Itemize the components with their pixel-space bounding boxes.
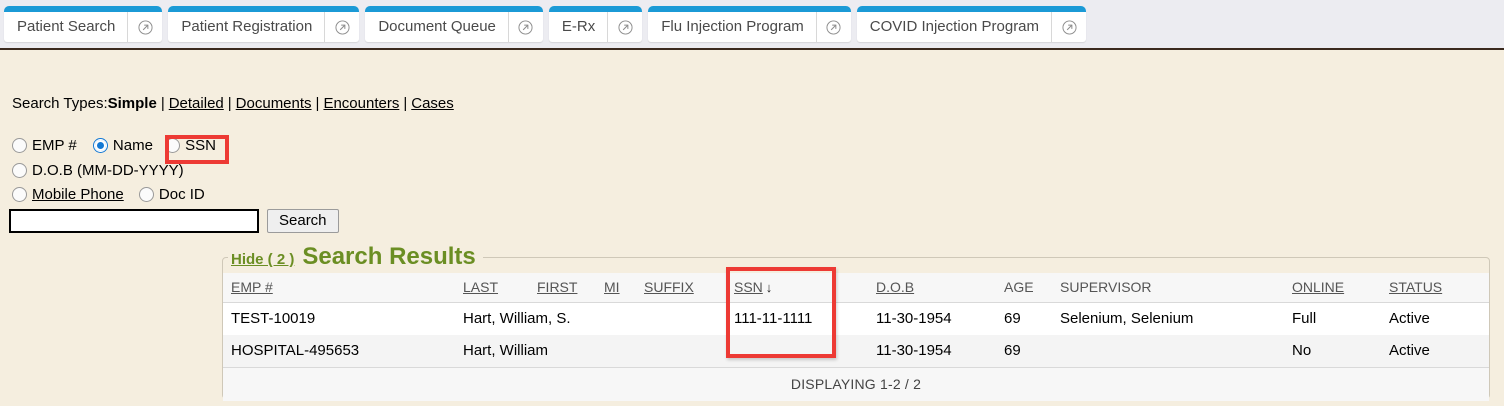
- tab-label: Patient Registration: [181, 18, 313, 35]
- cell-age: 69: [1004, 310, 1021, 327]
- tab-patient-search[interactable]: Patient Search: [4, 6, 163, 42]
- radio-option-mobile-phone[interactable]: Mobile Phone: [12, 186, 124, 203]
- separator: |: [160, 95, 165, 112]
- tab-e-rx[interactable]: E-Rx: [548, 6, 643, 42]
- radio-emp-label: EMP #: [32, 136, 77, 154]
- sort-descending-icon[interactable]: ↓: [765, 280, 773, 295]
- radio-name-label: Name: [112, 136, 153, 154]
- results-count-label: DISPLAYING 1-2 / 2: [223, 367, 1489, 401]
- radio-option-doc-id[interactable]: Doc ID: [138, 185, 205, 203]
- radio-mobile-phone-input[interactable]: [12, 186, 27, 202]
- cell-online: No: [1292, 342, 1312, 359]
- cell-name: Hart, William: [463, 342, 548, 359]
- radio-mobile-phone-label[interactable]: Mobile Phone: [32, 185, 124, 203]
- separator: |: [315, 95, 320, 112]
- table-footer-row: DISPLAYING 1-2 / 2: [223, 367, 1489, 401]
- cell-status: Active: [1389, 342, 1430, 359]
- search-input[interactable]: [9, 209, 259, 233]
- search-results-legend: Hide ( 2 ) Search Results: [228, 243, 483, 271]
- external-link-icon[interactable]: [507, 12, 543, 42]
- table-header-row: EMP # LAST FIRST MI SUFFIX SSN ↓ D.O.B AG…: [223, 273, 1489, 303]
- external-link-icon[interactable]: [607, 12, 642, 42]
- cell-dob: 11-30-1954: [876, 342, 952, 359]
- search-criteria-row-1: EMP # Name SSN: [12, 136, 219, 154]
- cell-suffix: [636, 303, 726, 336]
- cell-supervisor: Selenium, Selenium: [1060, 310, 1194, 327]
- column-header-supervisor: SUPERVISOR: [1052, 273, 1284, 303]
- table-row[interactable]: TEST-10019 Hart, William, S. 111-11-1111…: [223, 302, 1489, 336]
- radio-ssn-input[interactable]: [165, 137, 181, 153]
- cell-dob: 11-30-1954: [876, 310, 952, 327]
- radio-dob-input[interactable]: [12, 162, 27, 178]
- search-type-cases[interactable]: Cases: [411, 95, 454, 112]
- cell-status: Active: [1389, 310, 1430, 327]
- search-criteria-row-3: Mobile Phone Doc ID: [12, 185, 208, 203]
- search-type-detailed[interactable]: Detailed: [168, 95, 224, 112]
- radio-option-emp[interactable]: EMP #: [12, 137, 77, 154]
- column-header-mi[interactable]: MI: [596, 273, 636, 303]
- search-type-documents[interactable]: Documents: [235, 95, 312, 112]
- column-header-ssn[interactable]: SSN ↓: [726, 273, 868, 303]
- search-results-title: Search Results: [302, 243, 476, 270]
- tab-document-queue[interactable]: Document Queue: [365, 6, 543, 42]
- cell-ssn: [726, 335, 868, 368]
- search-types-bar: Search Types:Simple | Detailed | Documents | E…: [12, 95, 454, 112]
- column-header-first[interactable]: FIRST: [529, 273, 596, 303]
- search-type-encounters[interactable]: Encounters: [323, 95, 400, 112]
- column-header-age: AGE: [996, 273, 1052, 303]
- tab-covid-injection-program[interactable]: COVID Injection Program: [856, 6, 1087, 42]
- external-link-icon[interactable]: [127, 12, 162, 42]
- search-criteria-row-2: D.O.B (MM-DD-YYYY): [12, 161, 187, 179]
- external-link-icon[interactable]: [815, 12, 851, 42]
- external-link-icon[interactable]: [1051, 12, 1086, 42]
- radio-dob-label: D.O.B (MM-DD-YYYY): [32, 161, 184, 179]
- cell-name: Hart, William, S.: [463, 310, 571, 327]
- radio-option-ssn[interactable]: SSN: [165, 137, 216, 154]
- tab-label: Flu Injection Program: [661, 18, 804, 35]
- browser-tab-bar: Patient Search Patient Registration: [0, 0, 1504, 50]
- radio-emp-input[interactable]: [12, 137, 27, 153]
- separator: |: [403, 95, 408, 112]
- column-header-last[interactable]: LAST: [455, 273, 529, 303]
- tab-label: E-Rx: [561, 18, 596, 35]
- cell-emp: TEST-10019: [231, 310, 316, 327]
- search-types-label: Search Types:: [12, 95, 108, 112]
- column-header-suffix[interactable]: SUFFIX: [636, 273, 726, 303]
- search-results-table: EMP # LAST FIRST MI SUFFIX SSN ↓ D.O.B AG…: [223, 273, 1489, 401]
- search-type-simple[interactable]: Simple: [107, 95, 157, 112]
- cell-ssn: 111-11-1111: [734, 310, 813, 327]
- tab-flu-injection-program[interactable]: Flu Injection Program: [648, 6, 851, 42]
- radio-option-name[interactable]: Name: [92, 136, 153, 154]
- cell-age: 69: [1004, 342, 1021, 359]
- radio-name-input[interactable]: [92, 137, 108, 153]
- cell-supervisor: [1052, 335, 1284, 368]
- tab-strip: Patient Search Patient Registration: [4, 6, 1087, 42]
- column-header-emp[interactable]: EMP #: [223, 273, 455, 303]
- radio-doc-id-input[interactable]: [138, 186, 154, 202]
- radio-option-dob[interactable]: D.O.B (MM-DD-YYYY): [12, 162, 184, 179]
- hide-results-link[interactable]: Hide ( 2 ): [231, 251, 295, 268]
- cell-emp: HOSPITAL-495653: [231, 342, 360, 359]
- external-link-icon[interactable]: [324, 12, 359, 42]
- tab-label: Document Queue: [378, 18, 496, 35]
- column-header-online[interactable]: ONLINE: [1284, 273, 1381, 303]
- column-header-dob[interactable]: D.O.B: [868, 273, 996, 303]
- radio-ssn-label: SSN: [185, 136, 216, 154]
- search-button[interactable]: Search: [267, 209, 339, 233]
- column-header-status[interactable]: STATUS: [1381, 273, 1489, 303]
- separator: |: [227, 95, 232, 112]
- table-row[interactable]: HOSPITAL-495653 Hart, William 11-30-1954…: [223, 335, 1489, 368]
- cell-online: Full: [1292, 310, 1317, 327]
- page-content: Search Types:Simple | Detailed | Documents | E…: [0, 50, 1504, 406]
- tab-patient-registration[interactable]: Patient Registration: [168, 6, 360, 42]
- radio-doc-id-label: Doc ID: [158, 185, 205, 203]
- cell-suffix: [636, 335, 726, 368]
- tab-label: Patient Search: [17, 18, 116, 35]
- tab-label: COVID Injection Program: [869, 18, 1040, 35]
- search-bar: Search: [9, 209, 339, 233]
